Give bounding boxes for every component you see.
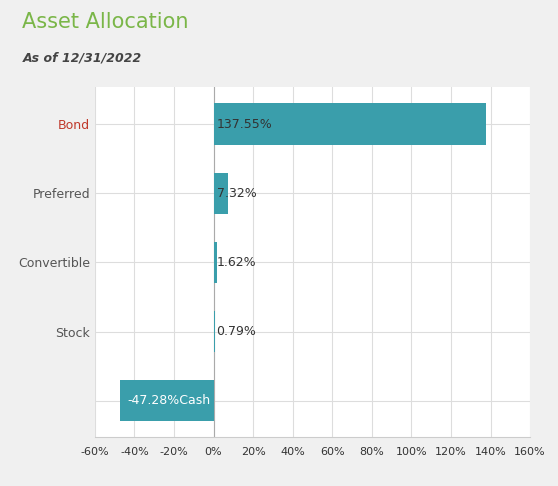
Bar (214, 173, 228, 214)
Text: 7.32%: 7.32% (217, 187, 256, 200)
Text: 137.55%: 137.55% (217, 118, 272, 131)
Text: 0.79%: 0.79% (217, 325, 257, 338)
Text: Asset Allocation: Asset Allocation (22, 12, 189, 32)
Text: -47.28%Cash: -47.28%Cash (127, 394, 210, 407)
Text: As of 12/31/2022: As of 12/31/2022 (22, 51, 142, 64)
Bar (214, 242, 217, 283)
Bar (214, 311, 215, 352)
Bar (120, 380, 214, 421)
Bar (214, 104, 485, 145)
Text: 1.62%: 1.62% (217, 256, 256, 269)
